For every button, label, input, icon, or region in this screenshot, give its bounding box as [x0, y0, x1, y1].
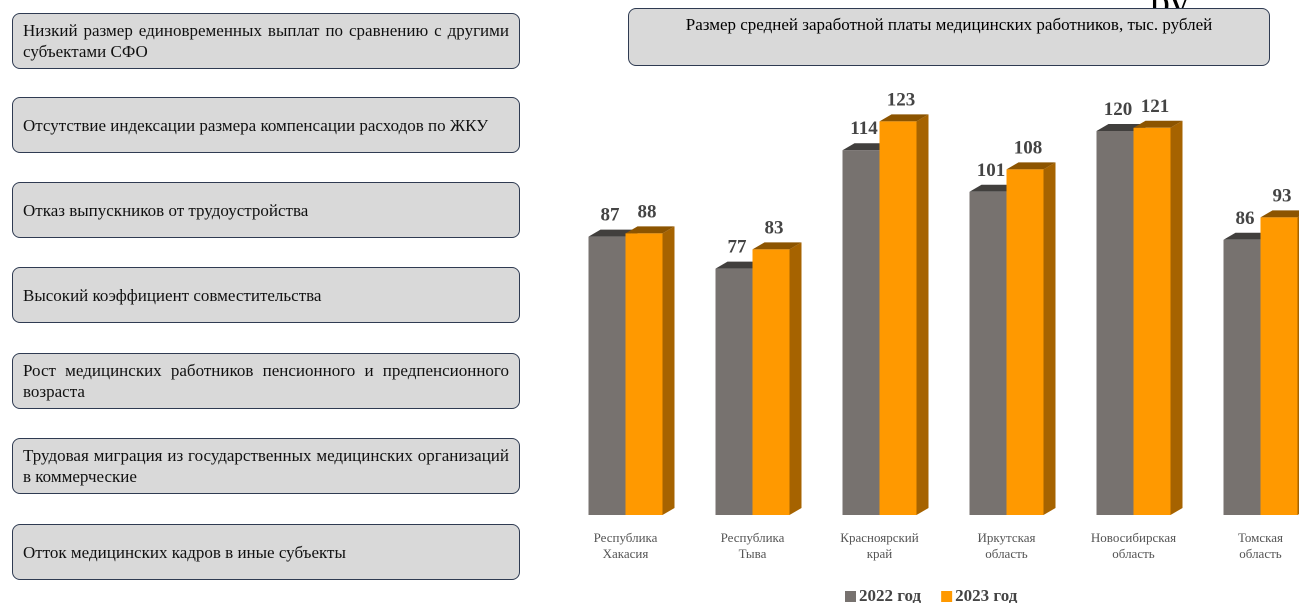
bar-top — [752, 242, 802, 250]
bar-top — [1133, 120, 1183, 128]
issue-text: Отказ выпускников от трудоустройства — [23, 200, 309, 220]
x-tick-line: Красноярский — [840, 530, 918, 545]
legend-swatch — [941, 591, 953, 602]
x-tick-label: Республика Хакасия — [594, 530, 658, 561]
issue-box: Трудовая миграция из государственных мед… — [12, 438, 520, 494]
bar-top — [1260, 210, 1299, 218]
bar — [842, 150, 880, 515]
bar — [1223, 239, 1261, 516]
bar — [752, 249, 790, 515]
data-label: 86 — [1236, 208, 1255, 229]
bar-side — [662, 226, 675, 515]
bar-top — [588, 229, 638, 237]
x-tick-label: Новосибирская область — [1091, 530, 1176, 561]
data-label: 87 — [601, 205, 621, 226]
bar — [969, 191, 1007, 516]
x-tick-line: Иркутская — [978, 530, 1036, 545]
issue-box: Отказ выпускников от трудоустройства — [12, 182, 520, 238]
bar — [879, 121, 917, 516]
bar — [625, 233, 663, 515]
data-label: 108 — [1014, 137, 1043, 158]
x-tick-label: Томская область — [1238, 530, 1283, 561]
data-label: 123 — [887, 89, 916, 110]
x-tick-line: Республика — [721, 530, 785, 545]
issue-text: Отток медицинских кадров в иные субъекты — [23, 542, 346, 562]
bar-side — [916, 114, 929, 516]
data-label: 88 — [638, 201, 657, 222]
issue-box: Низкий размер единовременных выплат по с… — [12, 13, 520, 69]
data-label: 121 — [1141, 96, 1170, 117]
bar-top — [1223, 232, 1273, 240]
legend-label: 2023 год — [955, 586, 1018, 603]
x-tick-line: Томская — [1238, 530, 1283, 545]
data-label: 114 — [850, 118, 878, 139]
legend-label: 2022 год — [859, 586, 922, 603]
bar-top — [625, 226, 675, 234]
data-label: 101 — [977, 160, 1006, 181]
x-tick-line: область — [985, 546, 1027, 561]
x-tick-line: область — [1239, 546, 1281, 561]
chart-title: Размер средней заработной платы медицинс… — [628, 8, 1270, 66]
issue-text: Низкий размер единовременных выплат по с… — [23, 21, 509, 61]
bar — [1133, 127, 1171, 516]
data-label: 77 — [728, 237, 748, 258]
x-tick-label: Красноярский край — [840, 530, 918, 561]
bar-side — [1170, 120, 1183, 516]
x-tick-line: область — [1112, 546, 1154, 561]
bar-top — [715, 261, 765, 269]
bar-side — [1043, 162, 1056, 515]
issue-text: Трудовая миграция из государственных мед… — [23, 446, 509, 486]
x-tick-line: Новосибирская — [1091, 530, 1176, 545]
bar — [1096, 131, 1134, 515]
bar-top — [842, 143, 892, 151]
bar-top — [1096, 124, 1146, 131]
x-tick-line: Тыва — [739, 546, 767, 561]
issue-text: Рост медицинских работников пенсионного … — [23, 361, 509, 401]
legend-swatch — [845, 591, 856, 602]
bar — [588, 236, 626, 515]
issue-text: Отсутствие индексации размера компенсаци… — [23, 115, 489, 135]
bar-top — [1006, 162, 1056, 170]
issue-box: Рост медицинских работников пенсионного … — [12, 353, 520, 409]
issue-box: Отток медицинских кадров в иные субъекты — [12, 524, 520, 580]
issue-text: Высокий коэффициент совместительства — [23, 285, 322, 305]
x-tick-label: Республика Тыва — [721, 530, 785, 561]
issue-box: Отсутствие индексации размера компенсаци… — [12, 97, 520, 153]
x-tick-line: край — [867, 546, 893, 561]
x-tick-line: Республика — [594, 530, 658, 545]
bar — [1260, 217, 1298, 515]
x-tick-line: Хакасия — [603, 546, 649, 561]
issue-box: Высокий коэффициент совместительства — [12, 267, 520, 323]
bar — [1006, 169, 1044, 515]
x-tick-label: Иркутская область — [978, 530, 1036, 561]
bar-top — [969, 184, 1019, 192]
bar-side — [789, 242, 802, 515]
bar-top — [879, 114, 929, 122]
data-label: 120 — [1104, 99, 1133, 120]
data-label: 83 — [765, 217, 784, 238]
bar — [715, 268, 753, 515]
data-label: 93 — [1273, 185, 1292, 206]
